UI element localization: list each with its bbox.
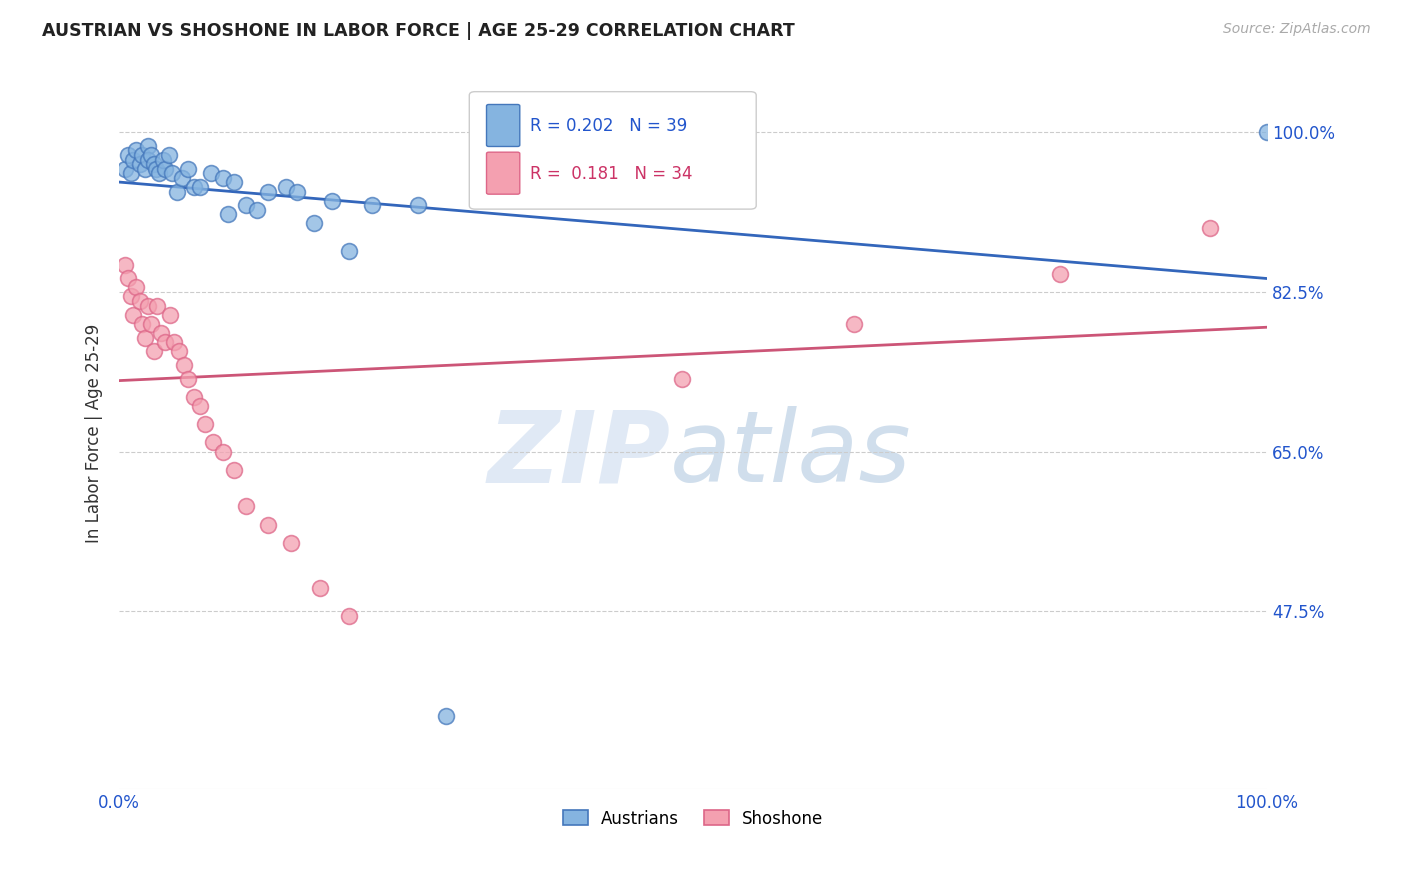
Point [202, 435, 225, 450]
Point [188, 399, 211, 413]
Point [136, 153, 159, 167]
Point [235, 198, 257, 212]
Point [131, 148, 153, 162]
Point [211, 170, 233, 185]
Point [211, 444, 233, 458]
Point [177, 161, 200, 176]
FancyBboxPatch shape [470, 92, 756, 209]
Point [114, 161, 136, 176]
Point [146, 299, 169, 313]
Point [309, 582, 332, 596]
Point [129, 293, 152, 308]
Point [160, 166, 183, 180]
Point [120, 289, 142, 303]
Point [222, 463, 245, 477]
Point [157, 148, 180, 162]
Y-axis label: In Labor Force | Age 25-29: In Labor Force | Age 25-29 [86, 324, 103, 543]
Point [122, 153, 145, 167]
Point [117, 271, 139, 285]
Point [842, 317, 865, 331]
Point [141, 317, 163, 331]
Point [1049, 267, 1071, 281]
Point [163, 334, 186, 349]
Point [222, 175, 245, 189]
Text: Source: ZipAtlas.com: Source: ZipAtlas.com [1223, 22, 1371, 37]
Point [142, 157, 165, 171]
Point [136, 139, 159, 153]
Point [246, 202, 269, 217]
Point [183, 390, 205, 404]
Legend: Austrians, Shoshone: Austrians, Shoshone [555, 803, 830, 834]
Point [153, 161, 176, 176]
Point [145, 161, 167, 176]
Point [167, 344, 190, 359]
Point [153, 334, 176, 349]
Point [200, 166, 222, 180]
Text: atlas: atlas [671, 406, 911, 503]
Point [280, 536, 302, 550]
Point [434, 709, 457, 723]
Point [257, 185, 280, 199]
Point [159, 308, 181, 322]
Point [120, 166, 142, 180]
Point [134, 330, 156, 344]
Point [131, 317, 153, 331]
Point [183, 180, 205, 194]
Point [304, 217, 326, 231]
Point [166, 185, 188, 199]
Point [141, 148, 163, 162]
Point [235, 500, 257, 514]
Point [321, 194, 343, 208]
Point [1198, 221, 1220, 235]
Point [671, 371, 693, 385]
Point [134, 161, 156, 176]
Point [360, 198, 382, 212]
Point [337, 244, 360, 258]
Text: R =  0.181   N = 34: R = 0.181 N = 34 [530, 164, 693, 183]
Point [125, 280, 148, 294]
Point [117, 148, 139, 162]
Point [149, 326, 172, 340]
Point [148, 166, 170, 180]
Point [194, 417, 217, 432]
Point [125, 144, 148, 158]
Point [257, 517, 280, 532]
Point [1256, 125, 1278, 139]
Point [122, 308, 145, 322]
Point [173, 358, 195, 372]
FancyBboxPatch shape [486, 153, 520, 194]
Point [337, 608, 360, 623]
Point [142, 344, 165, 359]
Point [177, 371, 200, 385]
Text: R = 0.202   N = 39: R = 0.202 N = 39 [530, 117, 688, 135]
Point [114, 258, 136, 272]
Point [285, 185, 308, 199]
Text: ZIP: ZIP [486, 406, 671, 503]
Text: AUSTRIAN VS SHOSHONE IN LABOR FORCE | AGE 25-29 CORRELATION CHART: AUSTRIAN VS SHOSHONE IN LABOR FORCE | AG… [42, 22, 794, 40]
Point [188, 180, 211, 194]
Point [129, 157, 152, 171]
Point [406, 198, 429, 212]
FancyBboxPatch shape [486, 104, 520, 146]
Point [152, 153, 174, 167]
Point [136, 299, 159, 313]
Point [217, 207, 239, 221]
Point [172, 170, 194, 185]
Point [274, 180, 297, 194]
